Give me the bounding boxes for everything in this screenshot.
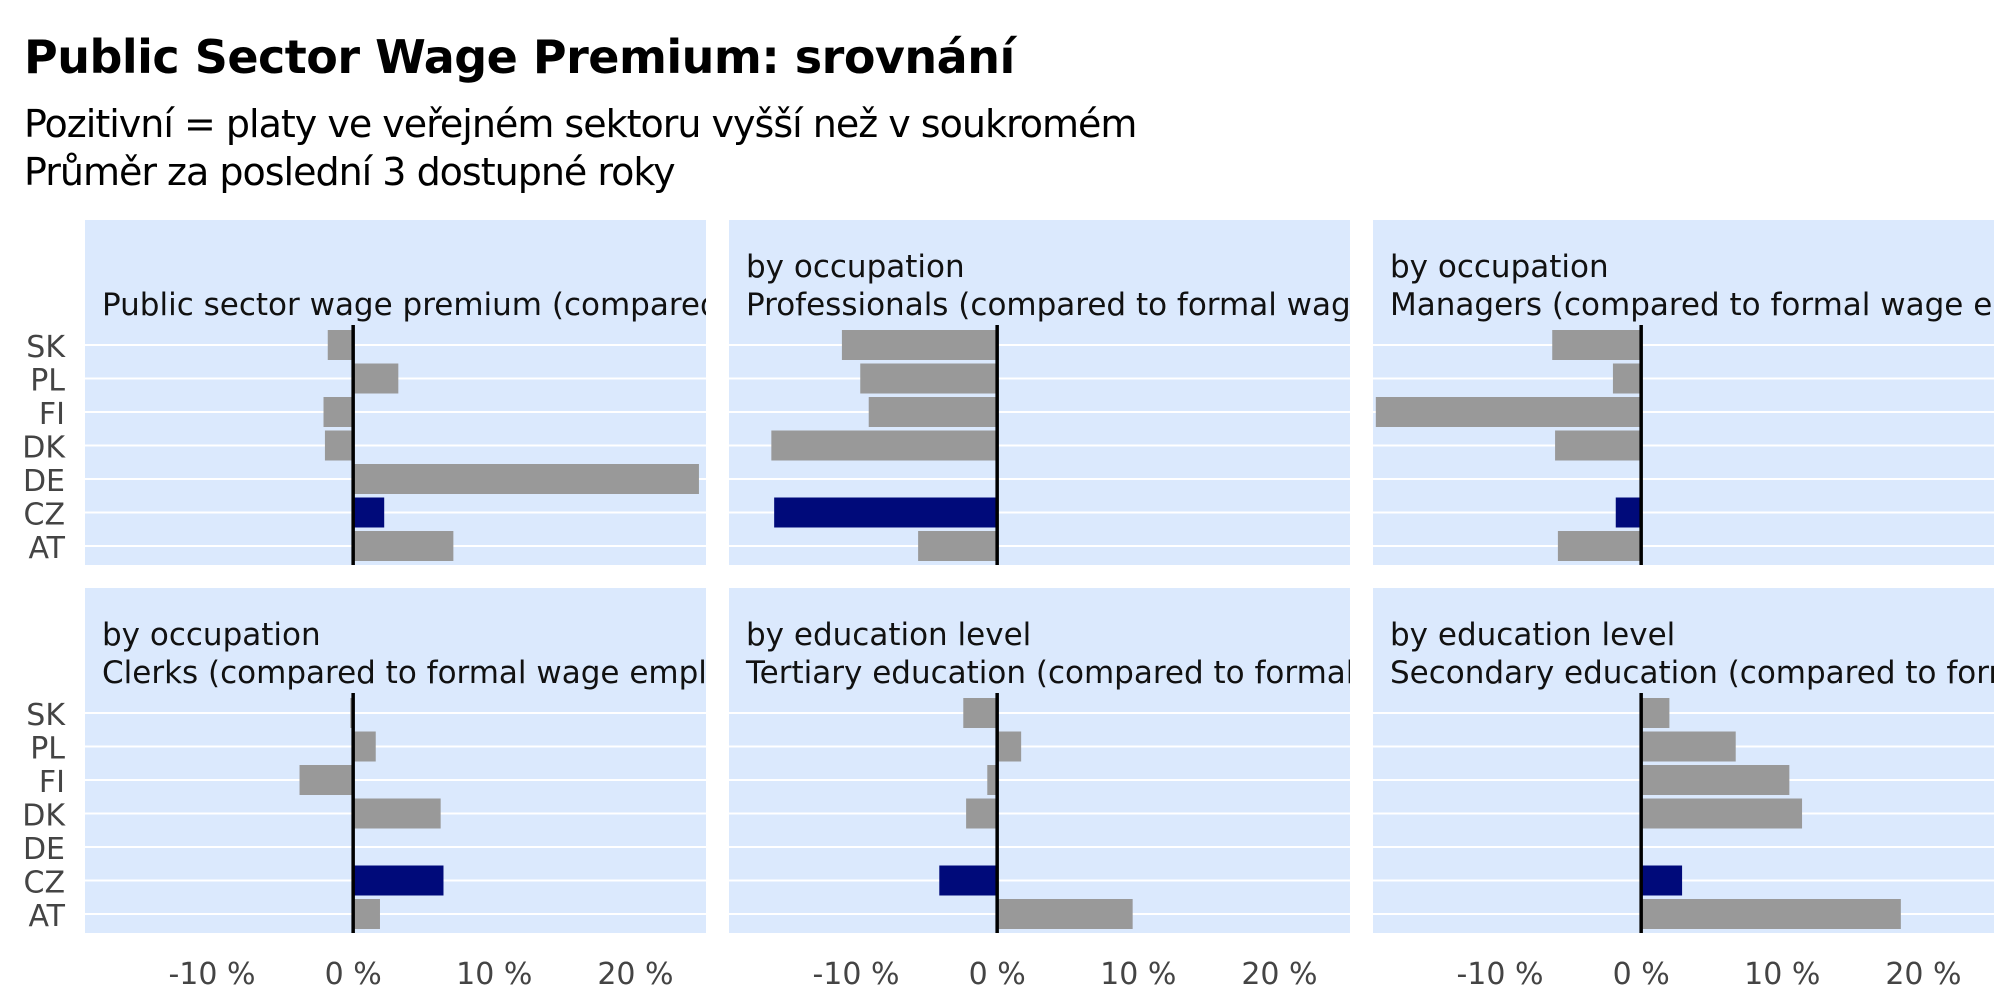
- panel-title-line: Professionals (compared to formal wage e…: [746, 287, 1412, 323]
- bar-dk: [1641, 798, 1803, 829]
- bar-pl: [353, 731, 376, 762]
- bar-dk: [1555, 430, 1642, 461]
- y-tick-label-at: AT: [28, 899, 65, 934]
- bar-dk: [771, 430, 998, 461]
- x-tick-label: -10 %: [812, 957, 899, 992]
- bar-cz: [1615, 497, 1642, 528]
- panel-title-line: Public sector wage premium (compared to: [102, 287, 761, 323]
- bar-cz: [353, 497, 385, 528]
- y-tick-label-cz: CZ: [24, 498, 66, 533]
- y-tick-label-de: DE: [23, 832, 65, 867]
- panel-title-line: Managers (compared to formal wage emple: [1390, 287, 2016, 323]
- bar-at: [918, 531, 998, 561]
- x-tick-label: 0 %: [1613, 957, 1670, 992]
- x-tick-label: 20 %: [597, 957, 673, 992]
- bar-at: [997, 899, 1133, 929]
- bar-dk: [966, 798, 998, 829]
- y-tick-label-sk: SK: [26, 330, 66, 365]
- y-tick-label-dk: DK: [22, 431, 66, 466]
- panel-title-line: Clerks (compared to formal wage employe: [102, 655, 763, 691]
- bar-cz: [353, 865, 444, 896]
- bar-fi: [1641, 765, 1790, 795]
- chart-title: Public Sector Wage Premium: srovnání: [24, 30, 1015, 84]
- y-tick-label-sk: SK: [26, 698, 66, 733]
- bar-fi: [987, 765, 998, 795]
- x-tick-label: 10 %: [1744, 957, 1820, 992]
- facet-panel-1: Public sector wage premium (compared to: [85, 220, 761, 565]
- x-tick-label: 0 %: [969, 957, 1026, 992]
- bar-at: [1557, 531, 1642, 561]
- panel-title: Public sector wage premium (compared to: [102, 287, 761, 323]
- y-tick-label-dk: DK: [22, 799, 66, 834]
- bar-at: [1641, 899, 1901, 929]
- bar-sk: [327, 330, 354, 360]
- bar-fi: [868, 397, 998, 427]
- bar-sk: [1552, 330, 1642, 360]
- panel-background: [1373, 220, 1994, 565]
- y-tick-label-at: AT: [28, 531, 65, 566]
- y-tick-label-cz: CZ: [24, 866, 66, 901]
- x-tick-label: 20 %: [1241, 957, 1317, 992]
- panel-title-line: Secondary education (compared to formal: [1390, 655, 2016, 691]
- bar-sk: [1641, 698, 1670, 728]
- y-tick-label-fi: FI: [39, 397, 65, 432]
- bar-de: [353, 464, 699, 494]
- chart-subtitle-line-1: Pozitivní = platy ve veřejném sektoru vy…: [24, 102, 1137, 146]
- bar-sk: [841, 330, 998, 360]
- bar-dk: [353, 798, 441, 829]
- bar-cz: [939, 865, 998, 896]
- y-tick-label-fi: FI: [39, 765, 65, 800]
- bar-pl: [997, 731, 1022, 762]
- x-tick-label: -10 %: [168, 957, 255, 992]
- panel-title-line: by education level: [746, 617, 1031, 653]
- panel-title-line: by occupation: [102, 617, 321, 653]
- panel-title-line: by occupation: [1390, 249, 1609, 285]
- bar-pl: [1612, 363, 1642, 394]
- bar-sk: [963, 698, 998, 728]
- bar-fi: [323, 397, 354, 427]
- bar-pl: [1641, 731, 1736, 762]
- y-tick-label-de: DE: [23, 464, 65, 499]
- bar-dk: [324, 430, 354, 461]
- y-tick-label-pl: PL: [30, 732, 65, 767]
- x-tick-label: 10 %: [456, 957, 532, 992]
- bar-pl: [353, 363, 399, 394]
- bar-pl: [860, 363, 998, 394]
- x-tick-label: 10 %: [1100, 957, 1176, 992]
- chart-subtitle-line-2: Průměr za poslední 3 dostupné roky: [24, 150, 676, 194]
- panel-title-line: by education level: [1390, 617, 1675, 653]
- x-tick-label: 20 %: [1885, 957, 1961, 992]
- y-tick-label-pl: PL: [30, 364, 65, 399]
- panel-title-line: Tertiary education (compared to formal w…: [745, 655, 1409, 691]
- bar-fi: [299, 765, 354, 795]
- panel-title-line: by occupation: [746, 249, 965, 285]
- x-tick-label: 0 %: [325, 957, 382, 992]
- bar-fi: [1375, 397, 1642, 427]
- bar-at: [353, 899, 380, 929]
- x-tick-label: -10 %: [1456, 957, 1543, 992]
- panel-background: [729, 588, 1350, 933]
- bar-at: [353, 531, 454, 561]
- bar-cz: [1641, 865, 1683, 896]
- bar-cz: [774, 497, 998, 528]
